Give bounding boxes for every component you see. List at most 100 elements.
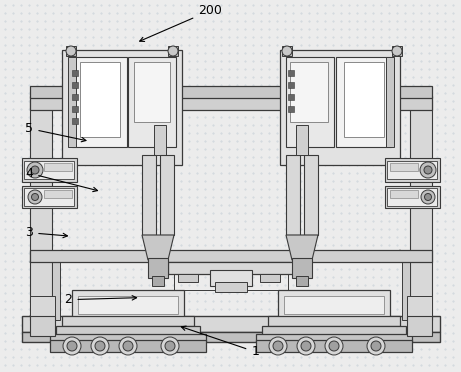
Bar bbox=[284, 296, 384, 314]
Circle shape bbox=[282, 46, 292, 56]
Bar bbox=[282, 46, 292, 56]
Text: 3: 3 bbox=[25, 226, 67, 239]
Bar bbox=[30, 316, 55, 336]
Circle shape bbox=[325, 337, 343, 355]
Circle shape bbox=[392, 46, 402, 56]
Circle shape bbox=[63, 337, 81, 355]
Text: 2: 2 bbox=[65, 293, 136, 306]
Bar bbox=[66, 46, 76, 56]
Circle shape bbox=[119, 337, 137, 355]
Circle shape bbox=[27, 162, 43, 178]
Polygon shape bbox=[30, 296, 55, 316]
Bar bbox=[215, 282, 247, 292]
Bar bbox=[288, 106, 294, 112]
Bar bbox=[385, 158, 440, 182]
Bar bbox=[296, 125, 308, 155]
Bar bbox=[78, 296, 178, 314]
Circle shape bbox=[28, 190, 42, 204]
Bar bbox=[44, 190, 72, 198]
Bar bbox=[142, 155, 156, 235]
Circle shape bbox=[297, 337, 315, 355]
Bar bbox=[30, 86, 432, 98]
Text: 1: 1 bbox=[181, 326, 259, 358]
Bar bbox=[72, 106, 78, 112]
Circle shape bbox=[123, 341, 133, 351]
Bar bbox=[22, 158, 77, 182]
Circle shape bbox=[31, 166, 39, 174]
Circle shape bbox=[301, 341, 311, 351]
Bar bbox=[280, 50, 400, 165]
Bar bbox=[72, 290, 184, 318]
Circle shape bbox=[269, 337, 287, 355]
Text: 4: 4 bbox=[25, 167, 98, 192]
Circle shape bbox=[425, 193, 431, 201]
Circle shape bbox=[168, 46, 178, 56]
Circle shape bbox=[66, 46, 76, 56]
Circle shape bbox=[424, 166, 432, 174]
Bar bbox=[296, 276, 308, 286]
Circle shape bbox=[165, 341, 175, 351]
Bar bbox=[210, 270, 252, 286]
Circle shape bbox=[161, 337, 179, 355]
Bar bbox=[288, 82, 294, 88]
Bar bbox=[134, 62, 170, 122]
Bar bbox=[160, 155, 174, 235]
Bar bbox=[148, 258, 168, 278]
Bar bbox=[178, 274, 198, 282]
Bar bbox=[168, 262, 294, 274]
Bar bbox=[344, 62, 384, 137]
Bar bbox=[22, 332, 440, 342]
Bar bbox=[304, 155, 318, 235]
Bar bbox=[402, 260, 410, 320]
Bar bbox=[262, 326, 406, 335]
Bar bbox=[268, 316, 400, 326]
Bar bbox=[52, 260, 60, 320]
Bar bbox=[390, 163, 418, 171]
Circle shape bbox=[421, 190, 435, 204]
Bar bbox=[72, 94, 78, 100]
Polygon shape bbox=[142, 235, 174, 260]
Bar bbox=[290, 62, 328, 122]
Circle shape bbox=[31, 193, 39, 201]
Bar bbox=[50, 334, 206, 342]
Circle shape bbox=[420, 162, 436, 178]
Bar bbox=[407, 316, 432, 336]
Bar bbox=[24, 188, 74, 206]
Bar bbox=[128, 57, 176, 147]
Bar bbox=[68, 57, 76, 147]
Circle shape bbox=[273, 341, 283, 351]
Bar bbox=[387, 188, 437, 206]
Bar bbox=[72, 82, 78, 88]
Bar bbox=[80, 62, 120, 137]
Bar bbox=[392, 46, 402, 56]
Polygon shape bbox=[286, 235, 318, 260]
Bar bbox=[256, 340, 412, 352]
Bar bbox=[30, 250, 432, 262]
Bar bbox=[30, 96, 432, 110]
Bar bbox=[288, 94, 294, 100]
Bar bbox=[410, 100, 432, 320]
Bar bbox=[22, 316, 440, 332]
Bar bbox=[154, 125, 166, 155]
Circle shape bbox=[367, 337, 385, 355]
Bar bbox=[24, 161, 74, 179]
Text: 200: 200 bbox=[140, 4, 222, 41]
Bar bbox=[50, 340, 206, 352]
Bar bbox=[387, 161, 437, 179]
Bar bbox=[22, 186, 77, 208]
Bar bbox=[286, 155, 300, 235]
Polygon shape bbox=[407, 296, 432, 316]
Bar bbox=[390, 190, 418, 198]
Bar bbox=[256, 334, 412, 342]
Circle shape bbox=[91, 337, 109, 355]
Bar bbox=[72, 70, 78, 76]
Circle shape bbox=[95, 341, 105, 351]
Bar bbox=[72, 57, 127, 147]
Bar bbox=[30, 100, 52, 320]
Circle shape bbox=[67, 341, 77, 351]
Text: 5: 5 bbox=[25, 122, 86, 142]
Bar bbox=[44, 163, 72, 171]
Bar bbox=[286, 57, 334, 147]
Bar bbox=[278, 290, 390, 318]
Bar bbox=[62, 316, 194, 326]
